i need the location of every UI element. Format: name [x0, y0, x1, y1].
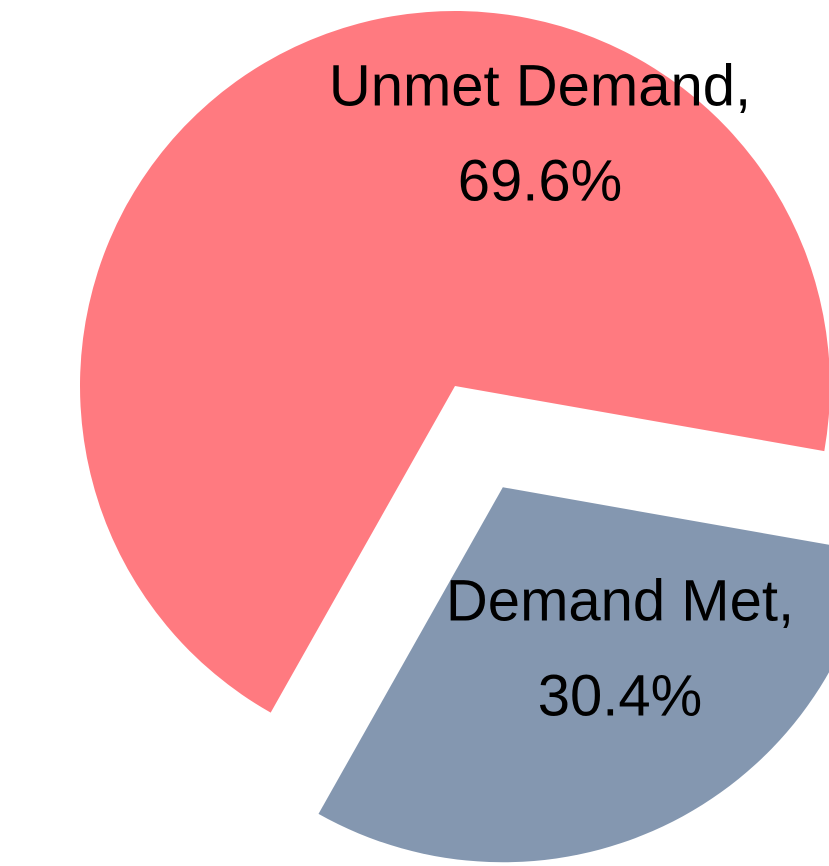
pie-slice	[318, 487, 829, 863]
slice-value-label: 30.4%	[538, 663, 702, 728]
slice-value-label: 69.6%	[458, 148, 622, 213]
pie-slice	[80, 11, 829, 713]
slice-category-label: Demand Met,	[446, 568, 794, 633]
slice-category-label: Unmet Demand,	[329, 53, 751, 118]
